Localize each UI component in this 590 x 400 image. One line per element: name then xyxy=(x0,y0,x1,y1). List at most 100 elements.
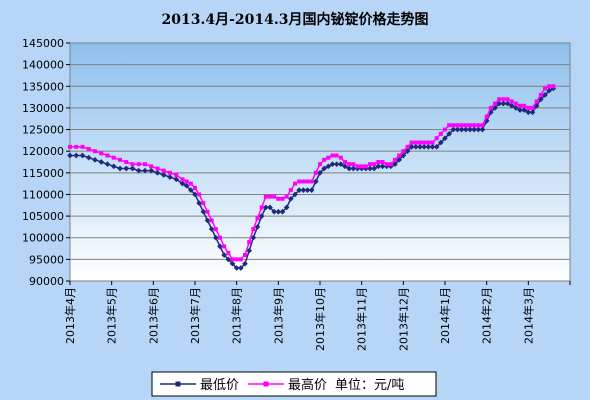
y-tick-label: 110000 xyxy=(22,188,64,201)
data-point xyxy=(429,144,436,150)
data-point xyxy=(463,126,469,133)
data-point xyxy=(363,164,368,169)
data-point xyxy=(110,163,117,170)
data-point xyxy=(355,164,360,169)
data-point xyxy=(522,103,527,108)
data-point xyxy=(413,144,419,150)
y-tick-label: 95000 xyxy=(29,253,64,266)
data-point xyxy=(342,163,348,170)
data-point xyxy=(292,191,298,198)
x-tick-label: 2013年6月 xyxy=(146,287,160,344)
data-point xyxy=(222,244,227,249)
data-point xyxy=(325,163,332,170)
data-point xyxy=(276,196,281,201)
data-point xyxy=(351,162,356,167)
data-point xyxy=(93,149,97,154)
data-point xyxy=(188,187,194,193)
data-point xyxy=(308,187,315,193)
data-point xyxy=(468,123,472,128)
data-point xyxy=(433,144,440,150)
data-point xyxy=(284,194,289,199)
data-point xyxy=(497,97,502,102)
plot-area xyxy=(69,42,571,282)
data-point xyxy=(74,144,79,149)
data-point xyxy=(124,160,129,164)
x-tick-label: 2013年10月 xyxy=(313,287,327,351)
data-point xyxy=(208,226,215,232)
data-point xyxy=(197,192,202,197)
data-point xyxy=(68,144,72,149)
data-point xyxy=(226,250,231,255)
y-tick-label: 140000 xyxy=(22,59,64,72)
data-point xyxy=(233,265,240,271)
data-point xyxy=(422,140,427,145)
legend-entry-low: 最低价 xyxy=(160,378,239,393)
data-point xyxy=(230,257,235,262)
data-point xyxy=(480,123,485,128)
data-point xyxy=(526,105,531,110)
data-point xyxy=(467,126,473,133)
data-point xyxy=(318,162,322,167)
data-point xyxy=(551,84,556,89)
series-high xyxy=(68,84,556,262)
legend-label-high: 最高价 xyxy=(288,377,327,393)
data-point xyxy=(174,172,179,177)
data-point xyxy=(267,204,273,211)
data-point xyxy=(488,105,493,110)
data-point xyxy=(543,86,547,91)
y-tick-label: 125000 xyxy=(22,124,64,137)
data-point xyxy=(279,208,286,215)
data-point xyxy=(525,109,532,116)
data-point xyxy=(322,157,327,162)
data-point xyxy=(168,170,172,175)
data-point xyxy=(218,235,222,240)
data-point xyxy=(379,163,386,170)
data-point xyxy=(530,105,535,110)
data-point xyxy=(79,152,86,159)
data-point xyxy=(184,179,189,184)
data-point xyxy=(209,218,214,223)
data-point xyxy=(458,126,465,133)
y-tick-label: 100000 xyxy=(22,232,64,245)
data-point xyxy=(180,177,185,182)
data-point xyxy=(513,105,519,111)
data-point xyxy=(380,160,385,164)
data-point xyxy=(250,234,257,241)
data-point xyxy=(288,195,294,202)
data-point xyxy=(263,204,269,211)
data-point xyxy=(505,97,510,102)
data-point xyxy=(246,247,252,254)
data-point xyxy=(547,84,552,89)
x-tick-label: 2013年8月 xyxy=(230,287,244,344)
data-point xyxy=(321,165,327,172)
data-point xyxy=(293,181,297,186)
data-point xyxy=(501,97,506,102)
data-point xyxy=(142,167,148,174)
y-tick-label: 120000 xyxy=(22,145,64,158)
data-point xyxy=(179,180,186,187)
data-point xyxy=(118,157,122,162)
data-point xyxy=(496,100,502,107)
data-point xyxy=(167,174,173,180)
data-point xyxy=(258,213,265,219)
data-point xyxy=(372,162,377,167)
y-tick-label: 115000 xyxy=(22,167,64,180)
data-point xyxy=(405,144,410,149)
data-point xyxy=(183,182,190,189)
data-point xyxy=(371,165,377,172)
data-point xyxy=(221,252,227,258)
data-point xyxy=(143,162,147,167)
data-point xyxy=(513,101,518,106)
data-point xyxy=(347,162,352,167)
data-point xyxy=(368,162,372,167)
data-point xyxy=(396,157,402,163)
data-point xyxy=(73,152,80,159)
data-point xyxy=(434,136,439,141)
legend-box xyxy=(151,371,437,397)
data-point xyxy=(243,253,247,258)
data-point xyxy=(86,147,91,152)
data-point xyxy=(309,179,314,184)
data-point xyxy=(375,163,382,170)
data-point xyxy=(201,201,206,206)
